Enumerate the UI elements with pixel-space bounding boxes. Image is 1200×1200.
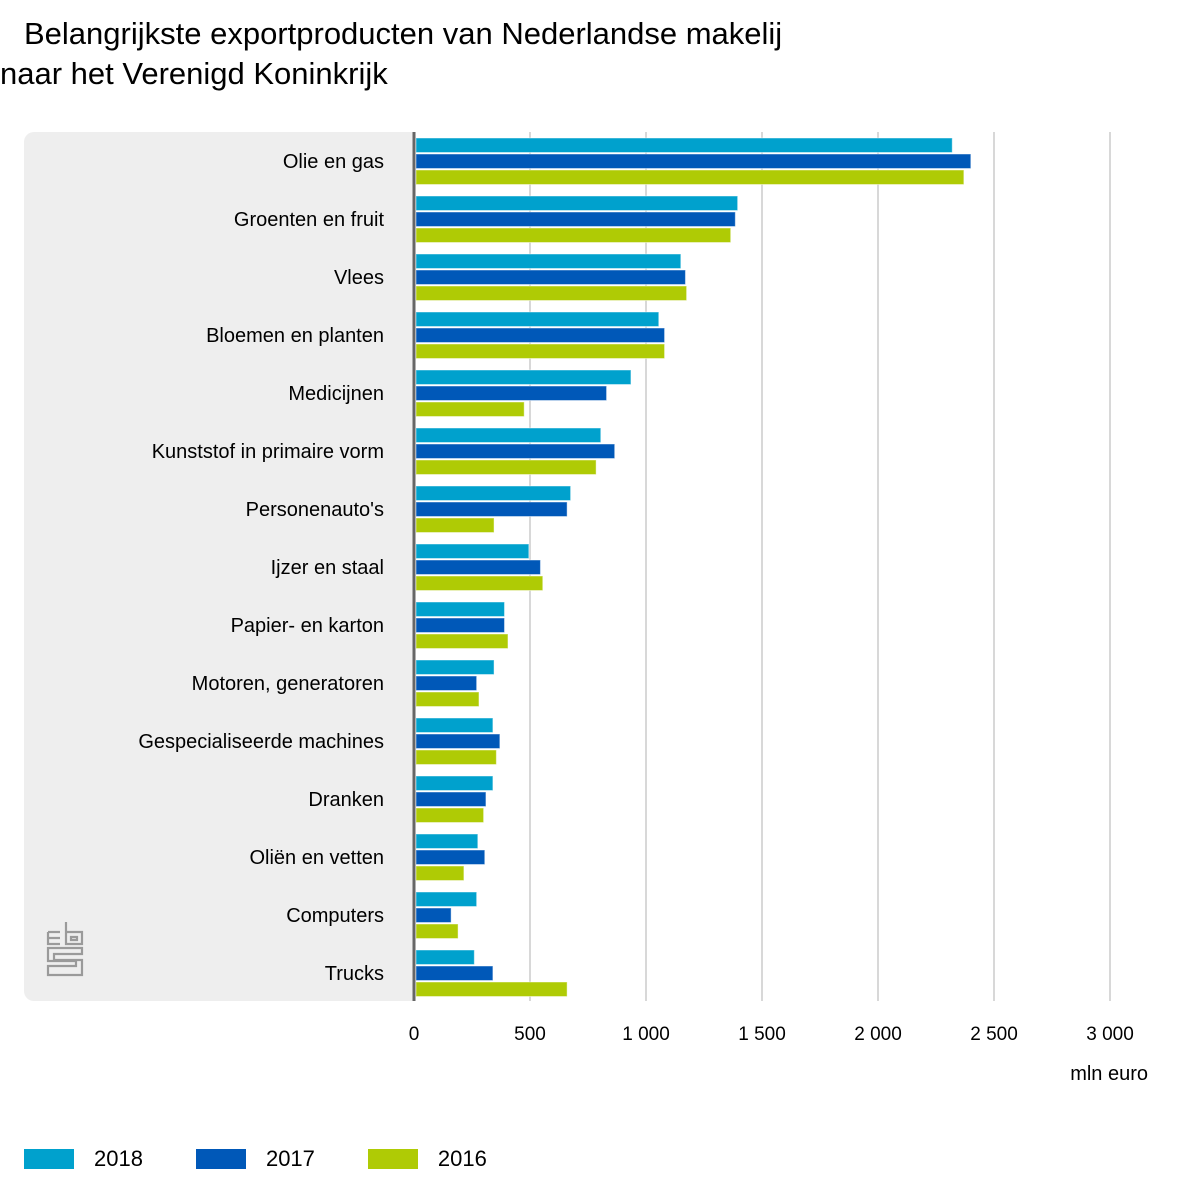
category-label: Computers	[286, 905, 384, 927]
x-tick-label: 1 500	[738, 1024, 786, 1045]
legend-label-2018: 2018	[94, 1146, 143, 1171]
bar-2018[interactable]	[415, 543, 530, 559]
legend-item-2018[interactable]: 2018	[24, 1146, 143, 1172]
bar-2016[interactable]	[415, 401, 525, 417]
x-tick-label: 0	[409, 1024, 420, 1045]
category-label: Groenten en fruit	[234, 209, 385, 231]
bar-2018[interactable]	[415, 891, 478, 907]
category-label: Ijzer en staal	[271, 557, 384, 579]
bar-2016[interactable]	[415, 923, 459, 939]
x-tick-label: 3 000	[1086, 1024, 1134, 1045]
category-label: Medicijnen	[288, 383, 384, 405]
legend-swatch-2018	[24, 1149, 74, 1169]
legend-swatch-2016	[367, 1149, 418, 1169]
category-label: Oliën en vetten	[249, 847, 384, 869]
x-axis-unit-label: mln euro	[1070, 1063, 1148, 1085]
bar-2018[interactable]	[415, 253, 682, 269]
bar-2017[interactable]	[415, 153, 972, 169]
bar-2017[interactable]	[415, 385, 608, 401]
legend-item-2017[interactable]: 2017	[195, 1146, 315, 1172]
category-label: Olie en gas	[283, 151, 384, 173]
bar-2017[interactable]	[415, 849, 486, 865]
bar-2016[interactable]	[415, 343, 666, 359]
bar-2017[interactable]	[415, 965, 494, 981]
x-tick-label: 500	[514, 1024, 546, 1045]
category-label: Kunststof in primaire vorm	[152, 441, 384, 463]
legend: 2018 2017 2016	[24, 1146, 540, 1172]
bar-2018[interactable]	[415, 369, 632, 385]
bar-2016[interactable]	[415, 981, 568, 997]
bar-2016[interactable]	[415, 575, 544, 591]
bar-2016[interactable]	[415, 459, 597, 475]
bar-2018[interactable]	[415, 137, 953, 153]
bar-2018[interactable]	[415, 833, 479, 849]
bar-2018[interactable]	[415, 601, 505, 617]
bar-2018[interactable]	[415, 427, 602, 443]
bar-2017[interactable]	[415, 617, 505, 633]
bar-2016[interactable]	[415, 807, 485, 823]
bar-2016[interactable]	[415, 285, 688, 301]
bar-2016[interactable]	[415, 691, 480, 707]
category-label: Bloemen en planten	[206, 325, 384, 347]
bar-2018[interactable]	[415, 195, 739, 211]
category-label: Trucks	[325, 963, 384, 985]
bar-2017[interactable]	[415, 907, 452, 923]
x-tick-label: 2 500	[970, 1024, 1018, 1045]
category-label: Motoren, generatoren	[192, 673, 384, 695]
category-label: Vlees	[334, 267, 384, 289]
category-label: Papier- en karton	[231, 615, 384, 637]
bar-2017[interactable]	[415, 791, 487, 807]
bar-2016[interactable]	[415, 517, 495, 533]
bar-2018[interactable]	[415, 311, 660, 327]
bar-2017[interactable]	[415, 211, 736, 227]
bar-2017[interactable]	[415, 501, 568, 517]
chart-title-line1: Belangrijkste exportproducten van Nederl…	[24, 16, 783, 51]
bar-2018[interactable]	[415, 485, 572, 501]
bar-2017[interactable]	[415, 327, 666, 343]
x-tick-label: 2 000	[854, 1024, 902, 1045]
category-label: Dranken	[308, 789, 384, 811]
bar-2018[interactable]	[415, 949, 475, 965]
bar-2016[interactable]	[415, 227, 732, 243]
category-label: Gespecialiseerde machines	[138, 731, 384, 753]
cbs-logo-icon	[46, 922, 84, 977]
legend-label-2017: 2017	[265, 1146, 315, 1171]
bar-2016[interactable]	[415, 749, 497, 765]
chart-title-line2: naar het Verenigd Koninkrijk	[0, 56, 388, 91]
legend-swatch-2017	[195, 1149, 246, 1169]
bar-2017[interactable]	[415, 269, 686, 285]
bar-2016[interactable]	[415, 633, 509, 649]
category-label-panel	[24, 132, 414, 1001]
legend-label-2016: 2016	[437, 1146, 487, 1171]
bar-2017[interactable]	[415, 443, 616, 459]
legend-item-2016[interactable]: 2016	[367, 1146, 487, 1172]
bar-2018[interactable]	[415, 775, 494, 791]
bar-2017[interactable]	[415, 675, 478, 691]
bar-2018[interactable]	[415, 717, 494, 733]
bar-2017[interactable]	[415, 559, 541, 575]
bar-2016[interactable]	[415, 169, 965, 185]
bar-2016[interactable]	[415, 865, 465, 881]
category-label: Personenauto's	[246, 499, 384, 521]
bar-2018[interactable]	[415, 659, 495, 675]
chart-title: Belangrijkste exportproducten van Nederl…	[0, 14, 782, 94]
x-tick-label: 1 000	[622, 1024, 670, 1045]
bar-2017[interactable]	[415, 733, 501, 749]
